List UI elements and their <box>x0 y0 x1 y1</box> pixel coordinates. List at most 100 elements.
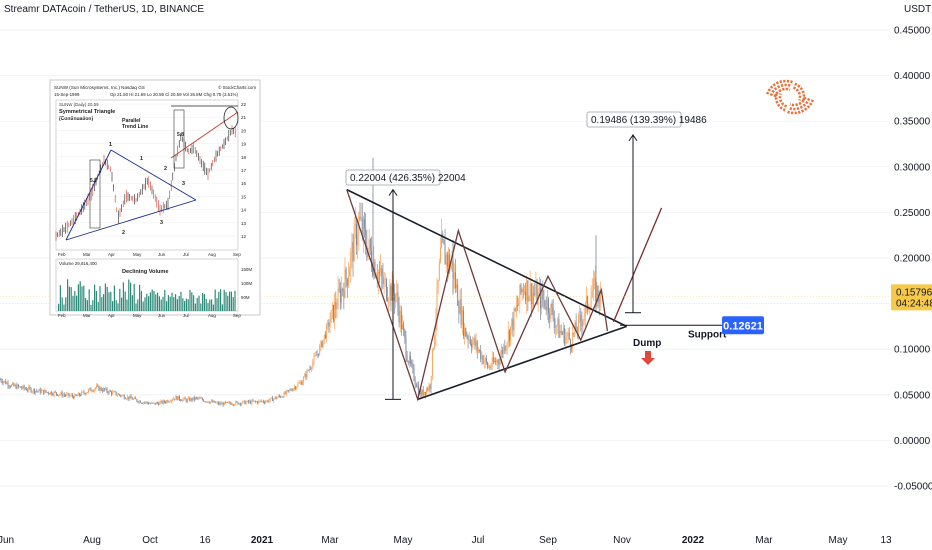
candle-body <box>435 319 437 336</box>
time-tick-label: Aug <box>83 535 101 546</box>
candle-body <box>280 396 282 398</box>
inset-volume-bar <box>142 301 144 311</box>
inset-volume-bar <box>216 298 218 311</box>
time-axis[interactable]: Jun Aug Oct 16 2021 Mar May Jul Sep Nov 2022 Mar May… <box>0 535 892 546</box>
candle-body <box>142 402 144 404</box>
inset-volume-bar <box>202 293 204 311</box>
candle-body <box>188 397 190 400</box>
time-tick-label: Mar <box>755 535 773 546</box>
candle-body <box>506 342 508 347</box>
time-tick-label: 16 <box>199 535 211 546</box>
candle-body <box>540 288 541 309</box>
candle-body <box>440 248 441 262</box>
candle-body <box>82 391 84 393</box>
candle-body <box>513 308 515 331</box>
candle-body <box>166 400 168 403</box>
candle-body <box>204 401 206 403</box>
inset-volume-bar <box>124 291 126 311</box>
candle-body <box>298 382 300 384</box>
candle-body <box>519 284 521 303</box>
candle-body <box>494 360 495 363</box>
dump-label: Dump <box>633 338 661 349</box>
candle-body <box>34 389 35 393</box>
candle-body <box>150 403 152 405</box>
candle-body <box>27 390 29 392</box>
candle-body <box>40 390 42 393</box>
candle-body <box>350 252 352 270</box>
candle-body <box>45 390 47 392</box>
candle-body <box>408 355 410 364</box>
price-axis[interactable]: 0.45000 0.40000 0.35000 0.30000 0.25000 0.200… <box>891 26 932 493</box>
candle-body <box>120 395 122 397</box>
candle-body <box>50 391 52 395</box>
inset-month-label: Jun <box>158 252 166 257</box>
candle-body <box>11 384 12 387</box>
inset-measure-box-1 <box>89 159 101 229</box>
support-caption: Support <box>688 329 727 340</box>
candle-body <box>191 398 193 401</box>
measure-arrow-2 <box>628 133 638 142</box>
candle-body <box>338 288 340 290</box>
inset-volume-bar <box>95 290 97 311</box>
candle-body <box>292 388 294 391</box>
candle-body <box>481 355 483 360</box>
support-price-label: 0.12621 <box>723 320 763 332</box>
candle-body <box>535 284 537 295</box>
candle-body <box>233 404 234 406</box>
candle-body <box>383 279 385 285</box>
inset-volume-bar <box>59 285 61 311</box>
candle-body <box>246 400 248 403</box>
candle-body <box>299 382 301 383</box>
candle-body <box>283 392 285 398</box>
candle-body <box>306 370 308 378</box>
candle-body <box>361 217 363 236</box>
candle-body <box>157 402 158 404</box>
candle-body <box>58 394 60 396</box>
inset-volume-bar <box>90 304 92 311</box>
candle-body <box>138 400 140 403</box>
candle-body <box>93 388 95 392</box>
candle-body <box>154 402 156 405</box>
candle-body <box>296 386 298 389</box>
candle-body <box>499 356 501 365</box>
candle-body <box>433 347 434 350</box>
candle-body <box>434 335 436 348</box>
inset-parallel-label-2: Trend Line <box>122 124 148 130</box>
candle-body <box>57 394 58 396</box>
candle-body <box>197 397 199 399</box>
candle-body <box>261 401 263 402</box>
candle-body <box>103 388 104 392</box>
candle-body <box>464 328 466 336</box>
candle-body <box>139 400 141 403</box>
inset-volume-bar <box>205 298 207 311</box>
candle-body <box>482 355 484 364</box>
inset-volume-bar <box>65 297 67 311</box>
candle-body <box>541 289 543 309</box>
inset-month-label: Mar <box>83 252 91 257</box>
candle-body <box>395 294 397 302</box>
inset-wave-top-1: 1 <box>109 142 112 148</box>
candle-body <box>488 366 490 368</box>
candle-body <box>520 284 522 293</box>
candle-body <box>178 396 180 400</box>
candle-body <box>218 402 219 405</box>
candle-body <box>314 355 316 357</box>
candle-body <box>183 397 185 400</box>
candle-body <box>389 285 391 300</box>
candle-body <box>305 374 307 378</box>
candle-body <box>468 338 470 341</box>
inset-volume-bar <box>110 291 112 311</box>
candle-body <box>98 385 100 391</box>
candle-body <box>62 394 64 397</box>
candle-body <box>581 321 583 327</box>
candle-body <box>0 379 2 382</box>
candle-body <box>560 331 562 333</box>
candle-body <box>351 242 353 253</box>
candle-body <box>446 254 448 267</box>
triangle-lower-line <box>417 325 627 401</box>
candle-body <box>512 318 514 331</box>
inset-volume-caption: Declining Volume <box>122 269 169 275</box>
inset-volume-bar <box>175 294 177 311</box>
candle-body <box>357 235 359 246</box>
